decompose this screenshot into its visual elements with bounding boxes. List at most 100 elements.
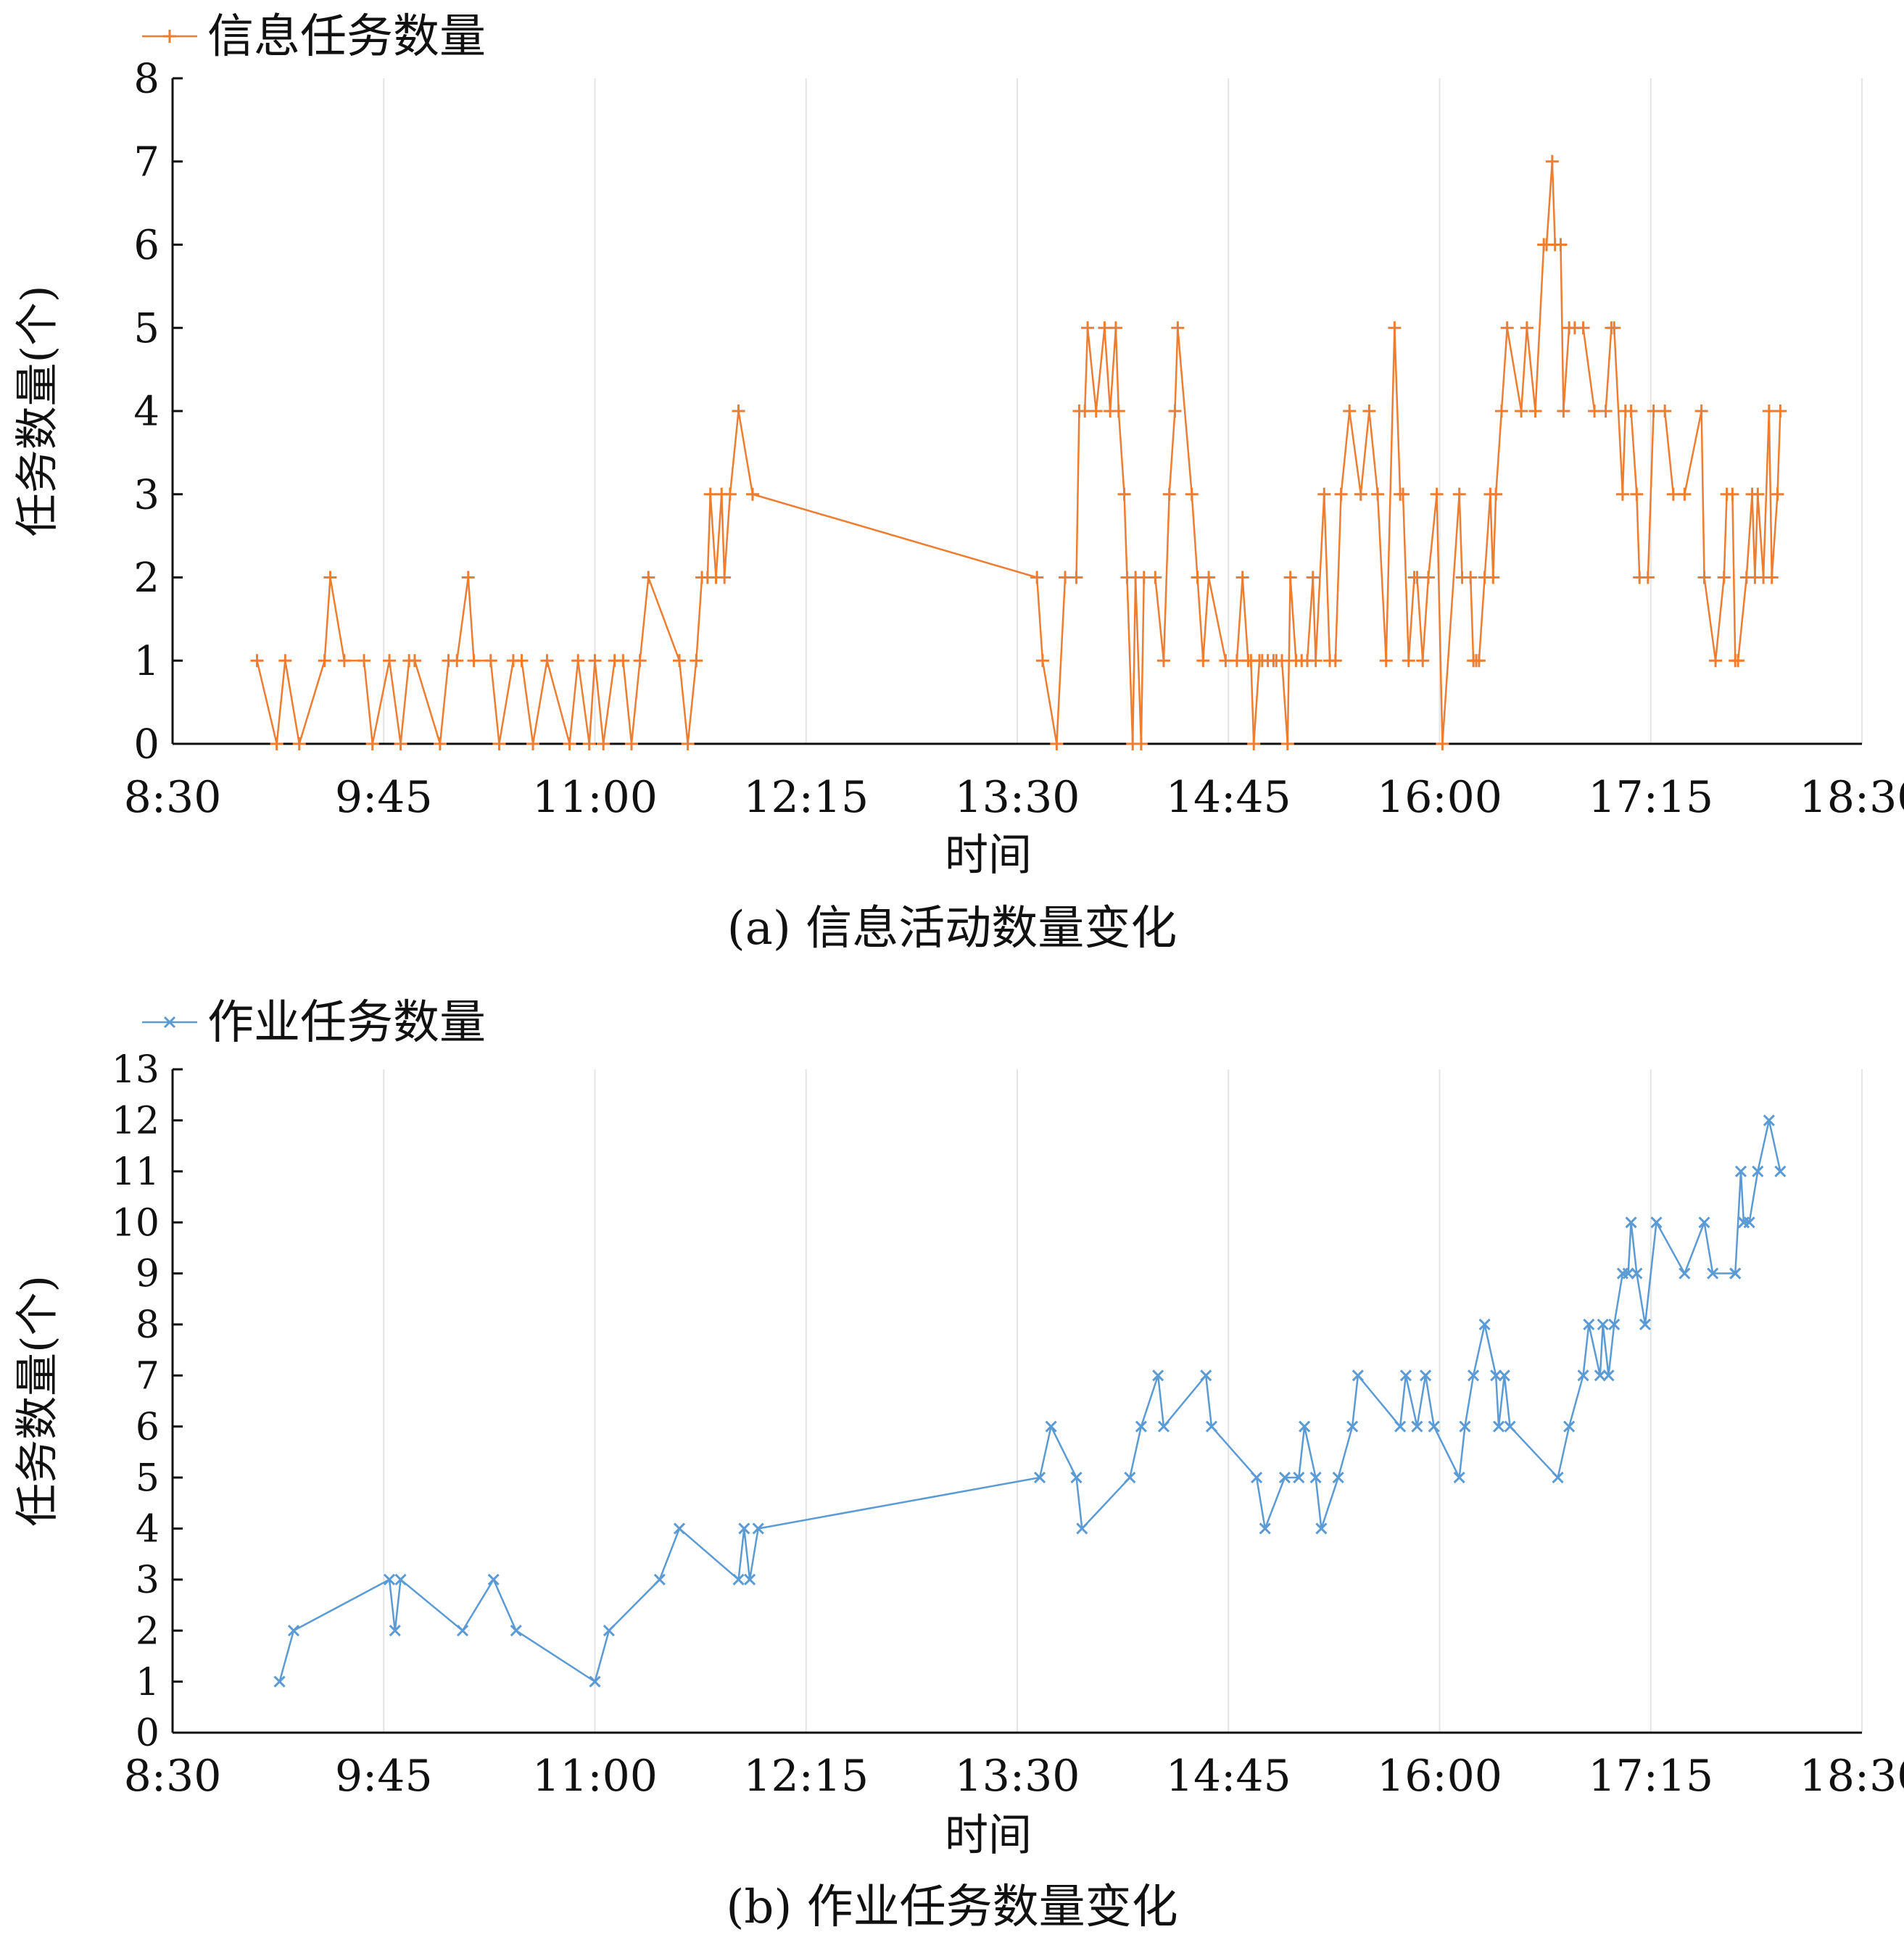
data-point <box>540 654 554 668</box>
data-point <box>273 1675 286 1688</box>
data-point <box>1354 487 1367 501</box>
data-point <box>287 1625 300 1637</box>
data-point <box>1402 654 1415 668</box>
data-point <box>1468 1369 1480 1382</box>
data-point <box>1650 1216 1663 1229</box>
data-point <box>1134 737 1148 750</box>
x-tick-label: 12:15 <box>743 772 869 823</box>
data-point <box>433 737 447 750</box>
data-point <box>1464 571 1478 584</box>
x-tick-label: 18:30 <box>1800 1751 1904 1802</box>
data-point <box>1030 571 1044 584</box>
chart-caption: (b) 作业任务数量变化 <box>726 1881 1177 1934</box>
data-point <box>1594 1369 1606 1382</box>
data-point <box>461 571 475 584</box>
data-point <box>642 571 655 584</box>
data-point <box>1679 1267 1691 1280</box>
data-point <box>1148 571 1162 584</box>
data-point <box>1362 405 1376 418</box>
x-tick-label: 14:45 <box>1166 772 1291 823</box>
data-point <box>1615 487 1629 501</box>
data-point <box>1557 405 1570 418</box>
data-point <box>1411 1420 1423 1433</box>
y-tick-label: 0 <box>133 721 160 768</box>
data-point <box>1278 1472 1291 1484</box>
data-point <box>1486 571 1500 584</box>
data-point <box>292 737 306 750</box>
x-tick-label: 16:00 <box>1377 772 1502 823</box>
data-point <box>1734 1165 1747 1177</box>
data-point <box>270 737 283 750</box>
y-tick-label: 7 <box>133 138 160 186</box>
data-point <box>1729 1267 1742 1280</box>
x-tick-label: 9:45 <box>335 1751 433 1802</box>
data-point <box>1196 654 1210 668</box>
data-point <box>389 1625 401 1637</box>
data-point <box>1771 487 1784 501</box>
data-point <box>1109 321 1122 335</box>
data-point <box>1162 487 1176 501</box>
data-point <box>633 654 647 668</box>
data-point <box>732 1573 745 1585</box>
data-point <box>383 1573 396 1585</box>
data-point <box>1070 1472 1083 1484</box>
data-point <box>744 1573 756 1585</box>
data-point <box>1554 238 1568 252</box>
x-tick-label: 18:30 <box>1800 772 1904 823</box>
data-point <box>745 487 759 501</box>
data-point <box>1076 1522 1088 1535</box>
data-point <box>1773 405 1787 418</box>
data-point <box>1492 1420 1505 1433</box>
chart-panel-a: (a) 信息活动数量变化 0 1 2 3 4 5 6 7 8 8:30 9:45 11:00 12:15… <box>12 10 1904 956</box>
y-tick-label: 9 <box>136 1253 160 1296</box>
data-point <box>1717 571 1731 584</box>
data-point <box>383 654 397 668</box>
x-tick-label: 17:15 <box>1588 1751 1713 1802</box>
data-point <box>1171 321 1185 335</box>
data-point <box>1343 405 1357 418</box>
data-point <box>624 737 638 750</box>
data-point <box>1156 654 1170 668</box>
data-point <box>1607 321 1621 335</box>
data-point <box>1608 1318 1621 1330</box>
data-point <box>1500 321 1514 335</box>
data-point <box>1283 571 1297 584</box>
data-point <box>1625 1216 1637 1229</box>
data-point <box>1528 405 1542 418</box>
data-point <box>681 737 695 750</box>
y-tick-label: 11 <box>112 1151 160 1194</box>
data-point <box>394 737 407 750</box>
x-tick-label: 9:45 <box>335 772 433 823</box>
data-point <box>1251 1472 1263 1484</box>
data-point <box>1089 405 1103 418</box>
data-point <box>1602 1369 1615 1382</box>
data-point <box>1576 321 1590 335</box>
data-point <box>1599 405 1613 418</box>
y-axis-label: 任务数量(个) <box>12 1275 63 1527</box>
data-point <box>616 654 630 668</box>
data-point <box>673 1522 686 1535</box>
data-point <box>1315 1522 1328 1535</box>
y-axis-label: 任务数量(个) <box>12 286 63 537</box>
data-point <box>1394 1420 1407 1433</box>
y-tick-label: 0 <box>136 1712 160 1755</box>
data-point <box>582 737 596 750</box>
x-tick-label: 8:30 <box>124 1751 222 1802</box>
data-point <box>1694 405 1708 418</box>
data-point <box>1478 1318 1491 1330</box>
y-tick-label: 6 <box>133 222 160 269</box>
data-point <box>1545 154 1559 168</box>
data-point <box>1045 1420 1057 1433</box>
x-tick-label: 11:00 <box>532 772 658 823</box>
data-point <box>690 654 703 668</box>
data-point <box>1583 1318 1595 1330</box>
y-tick-label: 13 <box>112 1048 160 1092</box>
data-point <box>1743 1216 1755 1229</box>
x-tick-label: 8:30 <box>124 772 222 823</box>
data-point <box>1306 571 1320 584</box>
data-point <box>653 1573 666 1585</box>
data-point <box>603 1625 615 1637</box>
data-point <box>1352 1369 1364 1382</box>
data-point <box>484 654 497 668</box>
